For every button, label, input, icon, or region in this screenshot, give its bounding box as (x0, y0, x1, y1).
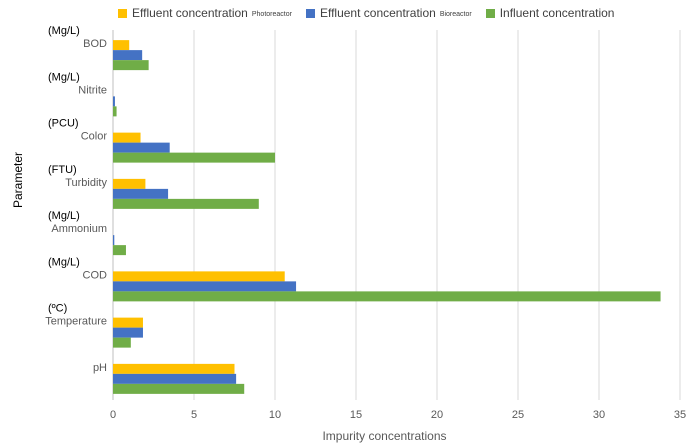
bar-turbidity-series-0 (113, 178, 146, 189)
legend-swatch-photoreactor (118, 8, 127, 18)
bar-color-series-0 (113, 132, 141, 143)
category-label-4: Ammonium (51, 223, 107, 235)
category-unit-6: (ºC) (48, 303, 67, 315)
category-label-7: pH (93, 362, 107, 374)
bar-turbidity-series-2 (113, 198, 259, 209)
category-label-2: Color (81, 131, 108, 143)
x-tick-label-3: 15 (350, 409, 362, 421)
legend-sub-bioreactor: Bioreactor (439, 10, 472, 18)
bar-turbidity-series-1 (113, 188, 169, 199)
x-tick-label-0: 0 (110, 409, 116, 421)
bar-cod-series-0 (113, 271, 285, 282)
legend-sub-photoreactor: Photoreactor (251, 10, 292, 18)
category-label-1: Nitrite (78, 84, 107, 96)
bar-color-series-1 (113, 142, 170, 153)
x-axis-title: Impurity concentrations (322, 429, 446, 443)
bar-temperature-series-1 (113, 327, 143, 338)
category-label-6: Temperature (45, 316, 107, 328)
legend-item-photoreactor: Effluent concentration Photoreactor (118, 6, 292, 20)
category-unit-1: (Mg/L) (48, 71, 80, 83)
bar-temperature-series-2 (113, 337, 131, 348)
bar-cod-series-1 (113, 281, 297, 292)
x-tick-label-4: 20 (431, 409, 443, 421)
category-label-5: COD (83, 269, 108, 281)
legend-label-bioreactor: Effluent concentration (319, 6, 436, 20)
x-tick-label-2: 10 (269, 409, 281, 421)
x-tick-label-1: 5 (191, 409, 197, 421)
bar-ph-series-0 (113, 363, 235, 374)
legend-label-photoreactor: Effluent concentration (132, 6, 248, 20)
category-unit-2: (PCU) (48, 118, 79, 130)
bar-nitrite-series-2 (113, 106, 117, 117)
bar-bod-series-2 (113, 60, 149, 71)
legend-item-influent: Influent concentration (485, 6, 615, 20)
category-unit-3: (FTU) (48, 164, 77, 176)
bar-ammonium-series-1 (113, 235, 115, 246)
category-unit-0: (Mg/L) (48, 25, 80, 37)
bar-color-series-2 (113, 152, 275, 163)
bar-ph-series-2 (113, 383, 245, 394)
y-axis-title: Parameter (11, 152, 25, 208)
bar-temperature-series-0 (113, 317, 143, 328)
x-tick-label-5: 25 (512, 409, 524, 421)
bar-nitrite-series-1 (113, 96, 115, 107)
bar-bod-series-1 (113, 50, 143, 61)
bar-bod-series-0 (113, 40, 130, 51)
legend-label-influent: Influent concentration (499, 6, 615, 20)
x-tick-label-6: 30 (593, 409, 605, 421)
category-label-3: Turbidity (65, 177, 107, 189)
category-unit-5: (Mg/L) (48, 256, 80, 268)
legend-item-bioreactor: Effluent concentration Bioreactor (305, 6, 472, 20)
chart-legend: Effluent concentration Photoreactor Effl… (118, 6, 628, 20)
legend-swatch-bioreactor (305, 8, 315, 18)
bar-cod-series-2 (113, 291, 661, 302)
legend-swatch-influent (485, 8, 495, 18)
bar-ph-series-1 (113, 373, 237, 384)
x-tick-label-7: 35 (674, 409, 686, 421)
category-unit-4: (Mg/L) (48, 210, 80, 222)
bar-ammonium-series-2 (113, 245, 126, 256)
category-label-0: BOD (83, 38, 107, 50)
